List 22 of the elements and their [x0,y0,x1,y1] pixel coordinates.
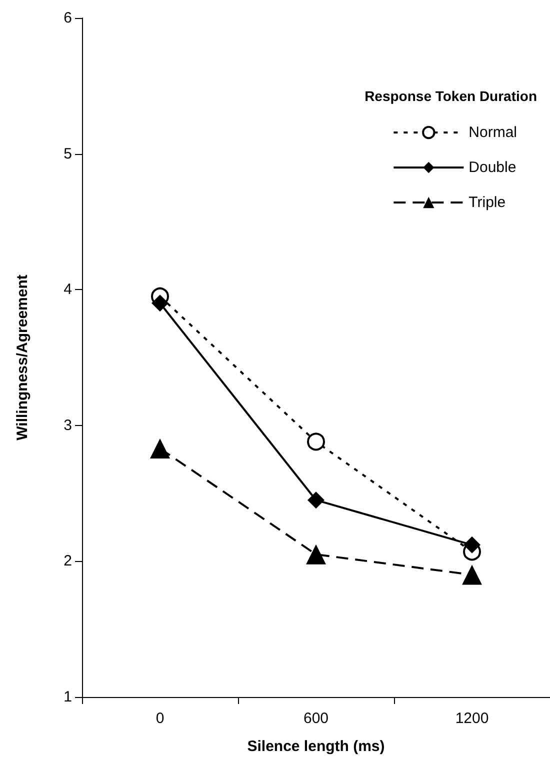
point [462,564,482,585]
x-axis-title: Silence length (ms) [247,738,385,755]
y-tick-label: 6 [64,10,72,26]
point [308,492,324,509]
legend-label: Normal [468,124,518,141]
point [152,294,168,312]
y-tick-label: 1 [64,688,72,706]
legend-label: Double [468,159,516,176]
y-tick-label: 3 [64,416,72,434]
point [464,536,480,554]
legend-title: Response Token Duration [364,88,538,104]
point [150,438,170,458]
point [306,544,326,564]
point [307,432,325,451]
legend-label: Triple [468,194,506,211]
y-axis-title: Willingness/Agreement [14,274,31,440]
x-tick-label: 600 [303,710,329,727]
y-tick-label: 5 [64,145,72,162]
y-tick-label: 4 [64,281,72,298]
y-tick-label: 2 [64,552,72,570]
x-tick-label: 1200 [455,710,489,727]
x-tick-label: 0 [156,710,164,727]
